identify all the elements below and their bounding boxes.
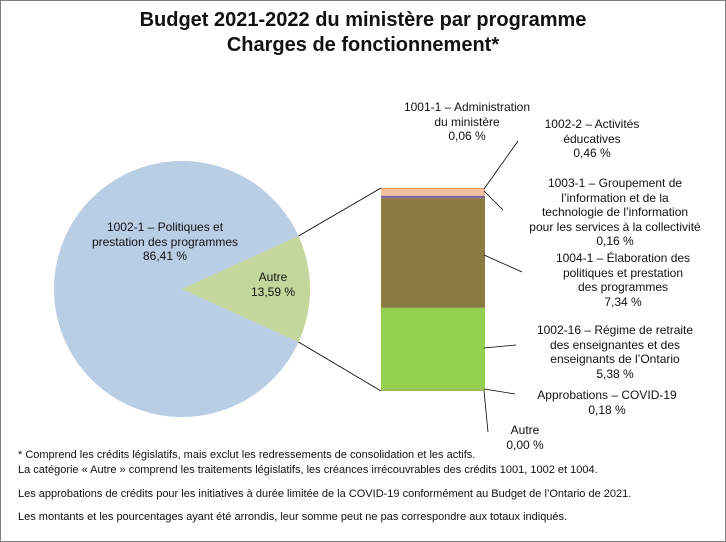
footnote-1: * Comprend les crédits législatifs, mais… [18, 449, 476, 461]
pie-slice-autre [182, 235, 310, 343]
footnote-4: Les montants et les pourcentages ayant é… [18, 511, 568, 523]
bar-segment-1002-2 [381, 188, 485, 196]
leader-covid [483, 388, 516, 395]
bar-label-autre: Autre 0,00 % [506, 423, 544, 452]
bar-segment-1003-1 [381, 195, 485, 199]
bar-segment-1002-16 [381, 307, 485, 389]
bar-label-covid: Approbations – COVID-19 0,18 % [537, 388, 677, 417]
leader-1002-16 [483, 344, 517, 349]
connector-top [298, 187, 382, 237]
pie-slice-1002-1 [53, 161, 299, 417]
bar-segment-1001-1 [381, 188, 485, 189]
bar-label-1003-1: 1003-1 – Groupement de l’information et … [529, 176, 701, 248]
leader-1003-1 [483, 190, 504, 211]
connector-bottom [298, 341, 382, 392]
pie-label-autre: Autre 13,59 % [250, 270, 296, 299]
bar-label-1004-1: 1004-1 – Élaboration des politiques et p… [555, 251, 691, 309]
stacked-bar [381, 188, 485, 391]
chart-subtitle: Charges de fonctionnement* [226, 34, 500, 56]
bar-label-1002-16: 1002-16 – Régime de retraite des enseign… [536, 323, 694, 381]
leader-autre [483, 390, 489, 433]
bar-label-1001-1: 1001-1 – Administration du ministère 0,0… [403, 100, 531, 143]
leader-1004-1 [483, 254, 523, 273]
pie-label-1002-1: 1002-1 – Politiques et prestation des pr… [91, 220, 239, 263]
footnote-2: La catégorie « Autre » comprend les trai… [18, 464, 598, 476]
bar-label-1002-2: 1002-2 – Activités éducatives 0,46 % [544, 117, 640, 160]
chart-title: Budget 2021-2022 du ministère par progra… [139, 9, 587, 31]
bar-segment-covid [381, 388, 485, 391]
bar-segment-1004-1 [381, 198, 485, 308]
connector-lines [298, 140, 523, 433]
leader-1002-2 [483, 140, 519, 190]
footnote-3: Les approbations de crédits pour les ini… [18, 488, 632, 500]
pie [53, 161, 310, 417]
